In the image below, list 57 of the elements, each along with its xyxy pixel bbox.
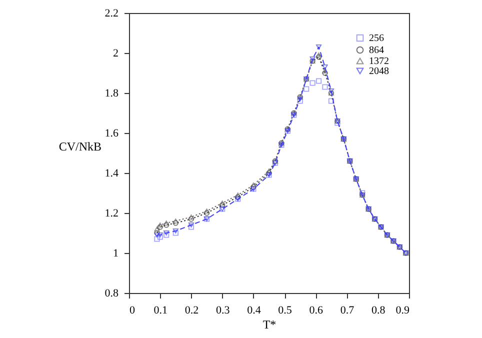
point [172, 220, 178, 226]
point [188, 214, 194, 220]
point [316, 54, 322, 60]
x-tick-label: 0.8 [372, 304, 386, 316]
legend-label: 1372 [369, 56, 389, 67]
y-tick-label: 0.8 [104, 288, 119, 300]
point [322, 64, 328, 70]
y-tick-label: 1.6 [104, 128, 119, 140]
point [235, 192, 241, 198]
point [154, 232, 160, 238]
point [164, 230, 170, 236]
point [204, 208, 210, 214]
x-tick-label: 0.5 [278, 304, 292, 316]
y-tick-label: 1 [113, 248, 118, 260]
point [188, 222, 194, 228]
point [154, 236, 160, 242]
x-tick-label: 0.6 [309, 304, 324, 316]
point [220, 202, 226, 208]
point [322, 70, 328, 76]
y-tick-label: 1.8 [104, 88, 119, 100]
point [297, 96, 303, 102]
x-axis-title: T* [262, 318, 276, 332]
x-tick-label: 0.3 [216, 304, 230, 316]
point [157, 222, 163, 228]
point [157, 232, 163, 238]
y-tick-label: 2 [113, 48, 118, 60]
point [316, 44, 322, 50]
x-tick-label: 0.7 [340, 304, 355, 316]
legend-label: 2048 [369, 66, 389, 77]
point [172, 228, 178, 234]
x-tick-label: 0.4 [247, 304, 262, 316]
point [322, 68, 328, 74]
point [328, 98, 334, 104]
point [310, 80, 316, 86]
point [204, 210, 210, 216]
point [154, 226, 160, 232]
point [304, 86, 310, 92]
point [154, 230, 160, 236]
y-tick-label: 2.2 [104, 8, 118, 20]
legend-label: 864 [369, 45, 384, 56]
point [316, 52, 322, 58]
x-tick-label: 0.2 [184, 304, 199, 316]
x-tick-label: 0.1 [154, 304, 168, 316]
point [316, 78, 322, 84]
point [157, 224, 163, 230]
point [188, 216, 194, 222]
point [164, 220, 170, 226]
point [322, 84, 328, 90]
point [164, 222, 170, 228]
legend-label: 256 [369, 33, 384, 44]
x-tick-label: 0 [130, 304, 136, 316]
point [172, 218, 178, 224]
y-axis-title: CV/NkB [58, 140, 102, 154]
y-tick-label: 1.2 [104, 208, 118, 220]
y-tick-label: 1.4 [104, 168, 119, 180]
point [220, 200, 226, 206]
x-tick-label: 0.9 [396, 304, 410, 316]
